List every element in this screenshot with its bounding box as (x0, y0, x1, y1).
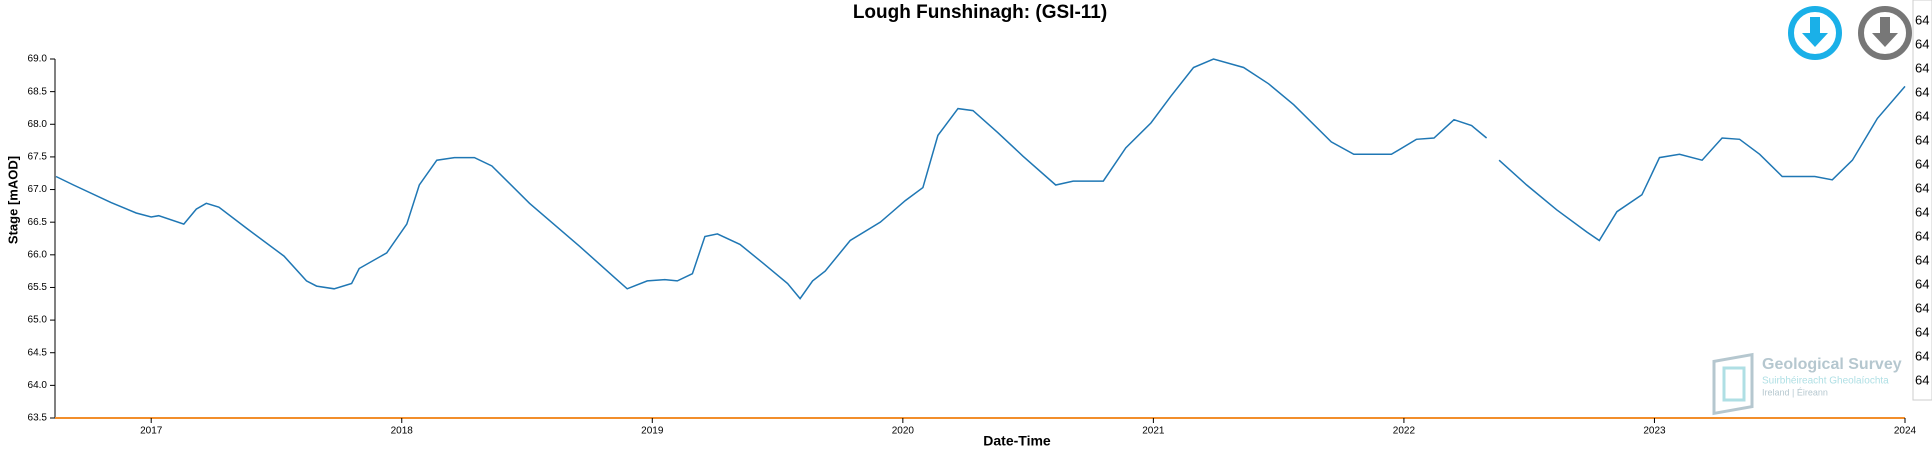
side-panel-value: 64 (1915, 84, 1929, 99)
x-tick-label: 2021 (1142, 426, 1165, 437)
download-ring (1858, 6, 1912, 60)
side-panel-value: 64 (1915, 252, 1929, 267)
download-button[interactable] (1788, 6, 1842, 60)
side-panel-value: 64 (1915, 348, 1929, 363)
side-panel-value: 64 (1915, 228, 1929, 243)
y-tick-label: 67.5 (28, 152, 48, 163)
download-button[interactable] (1858, 6, 1912, 60)
logo-subtitle: Suirbhéireacht Gheolaíochta (1762, 376, 1889, 387)
side-panel-value: 64 (1915, 36, 1929, 51)
y-tick-label: 64.5 (28, 347, 48, 358)
side-panel-value: 64 (1915, 276, 1929, 291)
y-tick-label: 65.5 (28, 282, 48, 293)
logo-title: Geological Survey (1762, 356, 1902, 373)
x-tick-label: 2019 (641, 426, 664, 437)
x-tick-label: 2017 (140, 426, 163, 437)
x-tick-label: 2022 (1393, 426, 1416, 437)
y-tick-label: 68.0 (28, 119, 48, 130)
x-axis-label: Date-Time (983, 433, 1051, 449)
x-tick-label: 2018 (391, 426, 414, 437)
download-ring (1788, 6, 1842, 60)
logo-tagline: Ireland | Éireann (1762, 387, 1828, 397)
logo-mark (1712, 352, 1754, 416)
x-tick-label: 2024 (1894, 426, 1917, 437)
side-panel-value: 64 (1915, 324, 1929, 339)
side-panel-value: 64 (1915, 12, 1929, 27)
y-tick-label: 64.0 (28, 380, 48, 391)
y-tick-label: 68.5 (28, 86, 48, 97)
chart-title: Lough Funshinagh: (GSI-11) (853, 2, 1107, 23)
y-tick-label: 65.0 (28, 315, 48, 326)
side-panel-value: 64 (1915, 60, 1929, 75)
logo: Geological Survey Suirbhéireacht Gheolaí… (1712, 352, 1902, 416)
y-tick-label: 63.5 (28, 413, 48, 424)
y-tick-label: 66.5 (28, 217, 48, 228)
download-arrow (1802, 17, 1828, 47)
side-panel-value: 64 (1915, 108, 1929, 123)
x-tick-label: 2023 (1643, 426, 1666, 437)
download-arrow (1872, 17, 1898, 47)
side-panel-value: 64 (1915, 156, 1929, 171)
y-tick-label: 67.0 (28, 184, 48, 195)
side-panel-value: 64 (1915, 300, 1929, 315)
y-axis-label: Stage [mAOD] (5, 156, 20, 244)
side-panel-value: 64 (1915, 204, 1929, 219)
side-panel-value: 64 (1915, 372, 1929, 387)
side-panel-value: 64 (1915, 132, 1929, 147)
side-panel-value: 64 (1915, 180, 1929, 195)
side-panel (1912, 0, 1932, 401)
x-tick-label: 2020 (892, 426, 915, 437)
logo-mark (1722, 366, 1746, 402)
data-line (55, 58, 1906, 300)
y-tick-label: 66.0 (28, 249, 48, 260)
y-tick-label: 69.0 (28, 54, 48, 65)
